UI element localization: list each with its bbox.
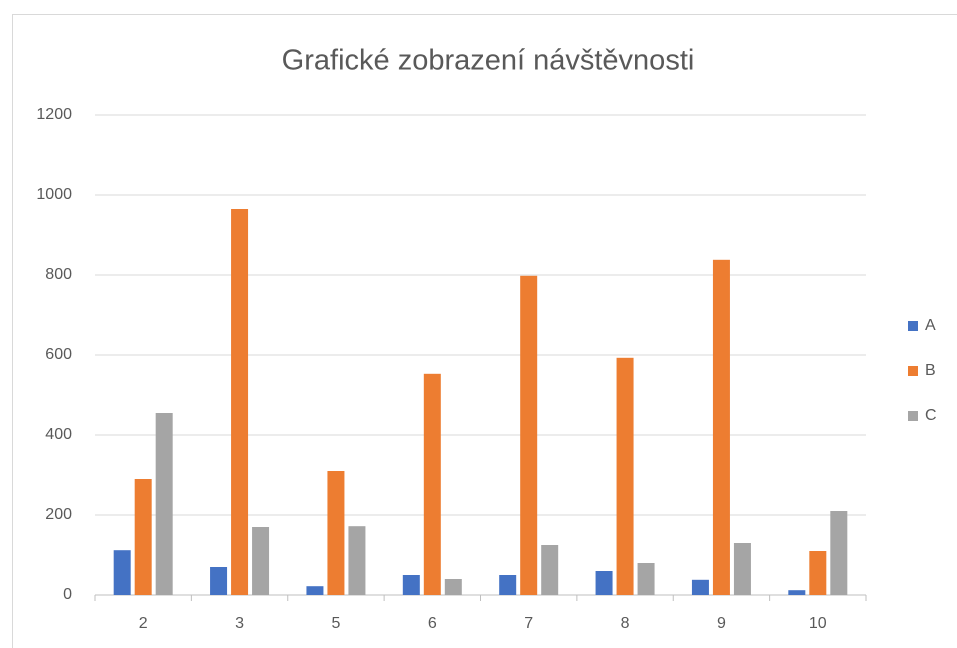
chart-title: Grafické zobrazení návštěvnosti	[282, 45, 695, 77]
bar	[348, 526, 366, 595]
bar	[231, 209, 249, 595]
bar	[809, 551, 827, 595]
x-tick-label: 5	[331, 615, 340, 632]
x-tick-label: 8	[621, 615, 630, 632]
y-tick-label: 0	[63, 586, 72, 603]
bar	[595, 571, 613, 595]
bar	[691, 579, 709, 595]
bar	[520, 275, 538, 595]
bar	[444, 579, 462, 595]
bar	[788, 590, 806, 595]
bar	[155, 413, 173, 595]
bar	[423, 373, 441, 595]
legend-label: A	[925, 317, 936, 334]
y-tick-label: 400	[45, 426, 72, 443]
bar	[113, 550, 131, 595]
y-tick-label: 800	[45, 266, 72, 283]
x-tick-label: 7	[524, 615, 533, 632]
bar	[499, 575, 517, 595]
legend-label: B	[925, 362, 936, 379]
x-tick-label: 2	[139, 615, 148, 632]
legend-swatch	[908, 366, 918, 376]
bar	[327, 471, 345, 595]
legend-swatch	[908, 321, 918, 331]
bar	[616, 357, 634, 595]
bar	[252, 527, 270, 595]
bar	[541, 545, 559, 595]
x-tick-label: 6	[428, 615, 437, 632]
x-tick-label: 3	[235, 615, 244, 632]
bar	[733, 543, 751, 595]
x-tick-label: 9	[717, 615, 726, 632]
legend-swatch	[908, 411, 918, 421]
bar	[210, 567, 228, 595]
bar	[830, 511, 848, 595]
y-tick-label: 200	[45, 506, 72, 523]
y-tick-label: 1000	[36, 186, 72, 203]
y-tick-label: 1200	[36, 106, 72, 123]
bar	[712, 259, 730, 595]
bar	[306, 586, 324, 595]
x-tick-label: 10	[809, 615, 827, 632]
bar	[637, 563, 655, 595]
legend-label: C	[925, 407, 937, 424]
bar	[402, 575, 420, 595]
bar	[134, 479, 152, 595]
y-tick-label: 600	[45, 346, 72, 363]
